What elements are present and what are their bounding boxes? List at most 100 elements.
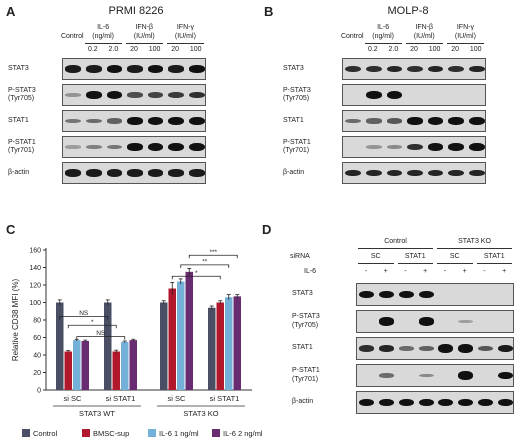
category-label: si SC bbox=[64, 394, 83, 403]
significance-label: * bbox=[91, 319, 94, 326]
legend-label: BMSC-sup bbox=[93, 429, 129, 438]
blot-band bbox=[86, 118, 102, 124]
dose-label: 0.2 bbox=[87, 46, 98, 53]
treatment-label: IFN-β bbox=[135, 24, 154, 31]
y-tick-label: 20 bbox=[33, 370, 41, 377]
condition-group-label: STAT3 KO bbox=[458, 238, 491, 245]
blot-strip bbox=[62, 84, 206, 106]
blot-band bbox=[386, 118, 403, 124]
blot-strip bbox=[62, 110, 206, 132]
y-tick-label: 140 bbox=[29, 265, 41, 272]
significance-bracket bbox=[67, 324, 117, 329]
significance-bracket bbox=[59, 316, 109, 320]
panel-b-letter: B bbox=[264, 4, 274, 19]
legend-swatch bbox=[148, 429, 156, 437]
y-tick-label: 120 bbox=[29, 283, 41, 290]
condition-group-underline bbox=[437, 248, 512, 249]
blot-band bbox=[379, 290, 395, 299]
category-label: si STAT1 bbox=[106, 394, 136, 403]
blot-row-label: STAT1 bbox=[8, 116, 29, 124]
blot-row-label: STAT1 bbox=[292, 344, 313, 351]
cd38-bar-chart: 0 20 40 60 80 100 120 140 160 Relative CD38 MFI (… bbox=[11, 248, 262, 439]
legend-swatch bbox=[82, 429, 90, 437]
blot-band bbox=[427, 143, 444, 151]
blot-strip bbox=[62, 58, 206, 80]
treatment-underline bbox=[125, 43, 163, 44]
y-axis-label: Relative CD38 MFI (%) bbox=[11, 279, 20, 362]
significance-label: ** bbox=[202, 258, 208, 265]
bar-control bbox=[104, 302, 112, 390]
blot-band bbox=[147, 142, 164, 152]
blot-band bbox=[106, 118, 123, 124]
group-label: STAT3 KO bbox=[183, 409, 218, 418]
blot-band bbox=[468, 169, 485, 177]
blot-band bbox=[86, 169, 102, 177]
significance-bracket bbox=[180, 264, 230, 268]
y-tick-label: 160 bbox=[29, 248, 41, 255]
dose-label: 100 bbox=[428, 46, 441, 53]
blot-band bbox=[106, 169, 123, 177]
blot-band bbox=[127, 143, 143, 151]
blot-band bbox=[188, 142, 205, 152]
sirna-label: SC bbox=[449, 253, 460, 260]
blot-band bbox=[106, 144, 123, 150]
blot-strip bbox=[356, 310, 514, 333]
blot-band bbox=[438, 344, 454, 353]
blot-band bbox=[168, 65, 184, 73]
blot-strip bbox=[356, 337, 514, 360]
blot-band bbox=[477, 398, 493, 407]
dose-label: 100 bbox=[189, 46, 202, 53]
bar-control bbox=[56, 302, 64, 390]
blot-band bbox=[379, 317, 395, 326]
blot-band bbox=[86, 91, 102, 99]
bar-il-6-1-ng-ml bbox=[225, 297, 233, 390]
sirna-underline bbox=[397, 263, 433, 264]
bar-control bbox=[160, 302, 168, 390]
blot-band bbox=[127, 169, 143, 177]
blot-band bbox=[106, 65, 123, 73]
significance-bracket bbox=[188, 254, 238, 259]
treatment-underline bbox=[405, 43, 443, 44]
blot-band bbox=[386, 145, 403, 149]
il6-sign: + bbox=[462, 268, 467, 275]
il6-sign: - bbox=[483, 268, 486, 275]
significance-label: *** bbox=[209, 249, 217, 256]
treatment-unit: (IU/ml) bbox=[454, 33, 476, 40]
blot-band bbox=[366, 118, 382, 124]
blot-band bbox=[359, 398, 375, 407]
legend-label: IL-6 1 ng/ml bbox=[159, 429, 199, 438]
blot-band bbox=[386, 169, 403, 177]
category-label: si STAT1 bbox=[210, 394, 240, 403]
blot-row-label: P-STAT3 (Tyr705) bbox=[8, 86, 36, 103]
blot-band bbox=[468, 65, 485, 73]
bar-il-6-2-ng-ml bbox=[233, 296, 241, 390]
control-lane-label: Control bbox=[340, 33, 364, 40]
blot-band bbox=[86, 65, 102, 73]
condition-group-underline bbox=[358, 248, 433, 249]
treatment-unit: (ng/ml) bbox=[92, 33, 115, 40]
blot-row-label: STAT3 bbox=[292, 290, 313, 297]
sirna-underline bbox=[358, 263, 394, 264]
il6-sign: - bbox=[443, 268, 447, 275]
bar-control bbox=[208, 307, 216, 390]
panel-c-letter: C bbox=[6, 222, 16, 237]
il6-sign: + bbox=[502, 268, 507, 275]
treatment-label: IFN-β bbox=[415, 24, 434, 31]
panel-b-title: MOLP-8 bbox=[387, 5, 429, 17]
blot-band bbox=[147, 169, 164, 177]
y-tick-label: 100 bbox=[29, 300, 41, 307]
sirna-underline bbox=[476, 263, 512, 264]
blot-band bbox=[127, 117, 143, 125]
blot-band bbox=[106, 90, 123, 100]
blot-band bbox=[359, 345, 375, 352]
blot-strip bbox=[62, 162, 206, 184]
dose-label: 0.2 bbox=[367, 46, 378, 53]
blot-band bbox=[438, 398, 454, 407]
blot-band bbox=[448, 169, 464, 177]
blot-band bbox=[65, 118, 82, 124]
y-tick-label: 0 bbox=[37, 388, 41, 395]
blot-band bbox=[359, 290, 375, 299]
significance-bracket bbox=[76, 336, 126, 340]
condition-group-label: Control bbox=[384, 238, 407, 245]
blot-strip bbox=[356, 283, 514, 306]
